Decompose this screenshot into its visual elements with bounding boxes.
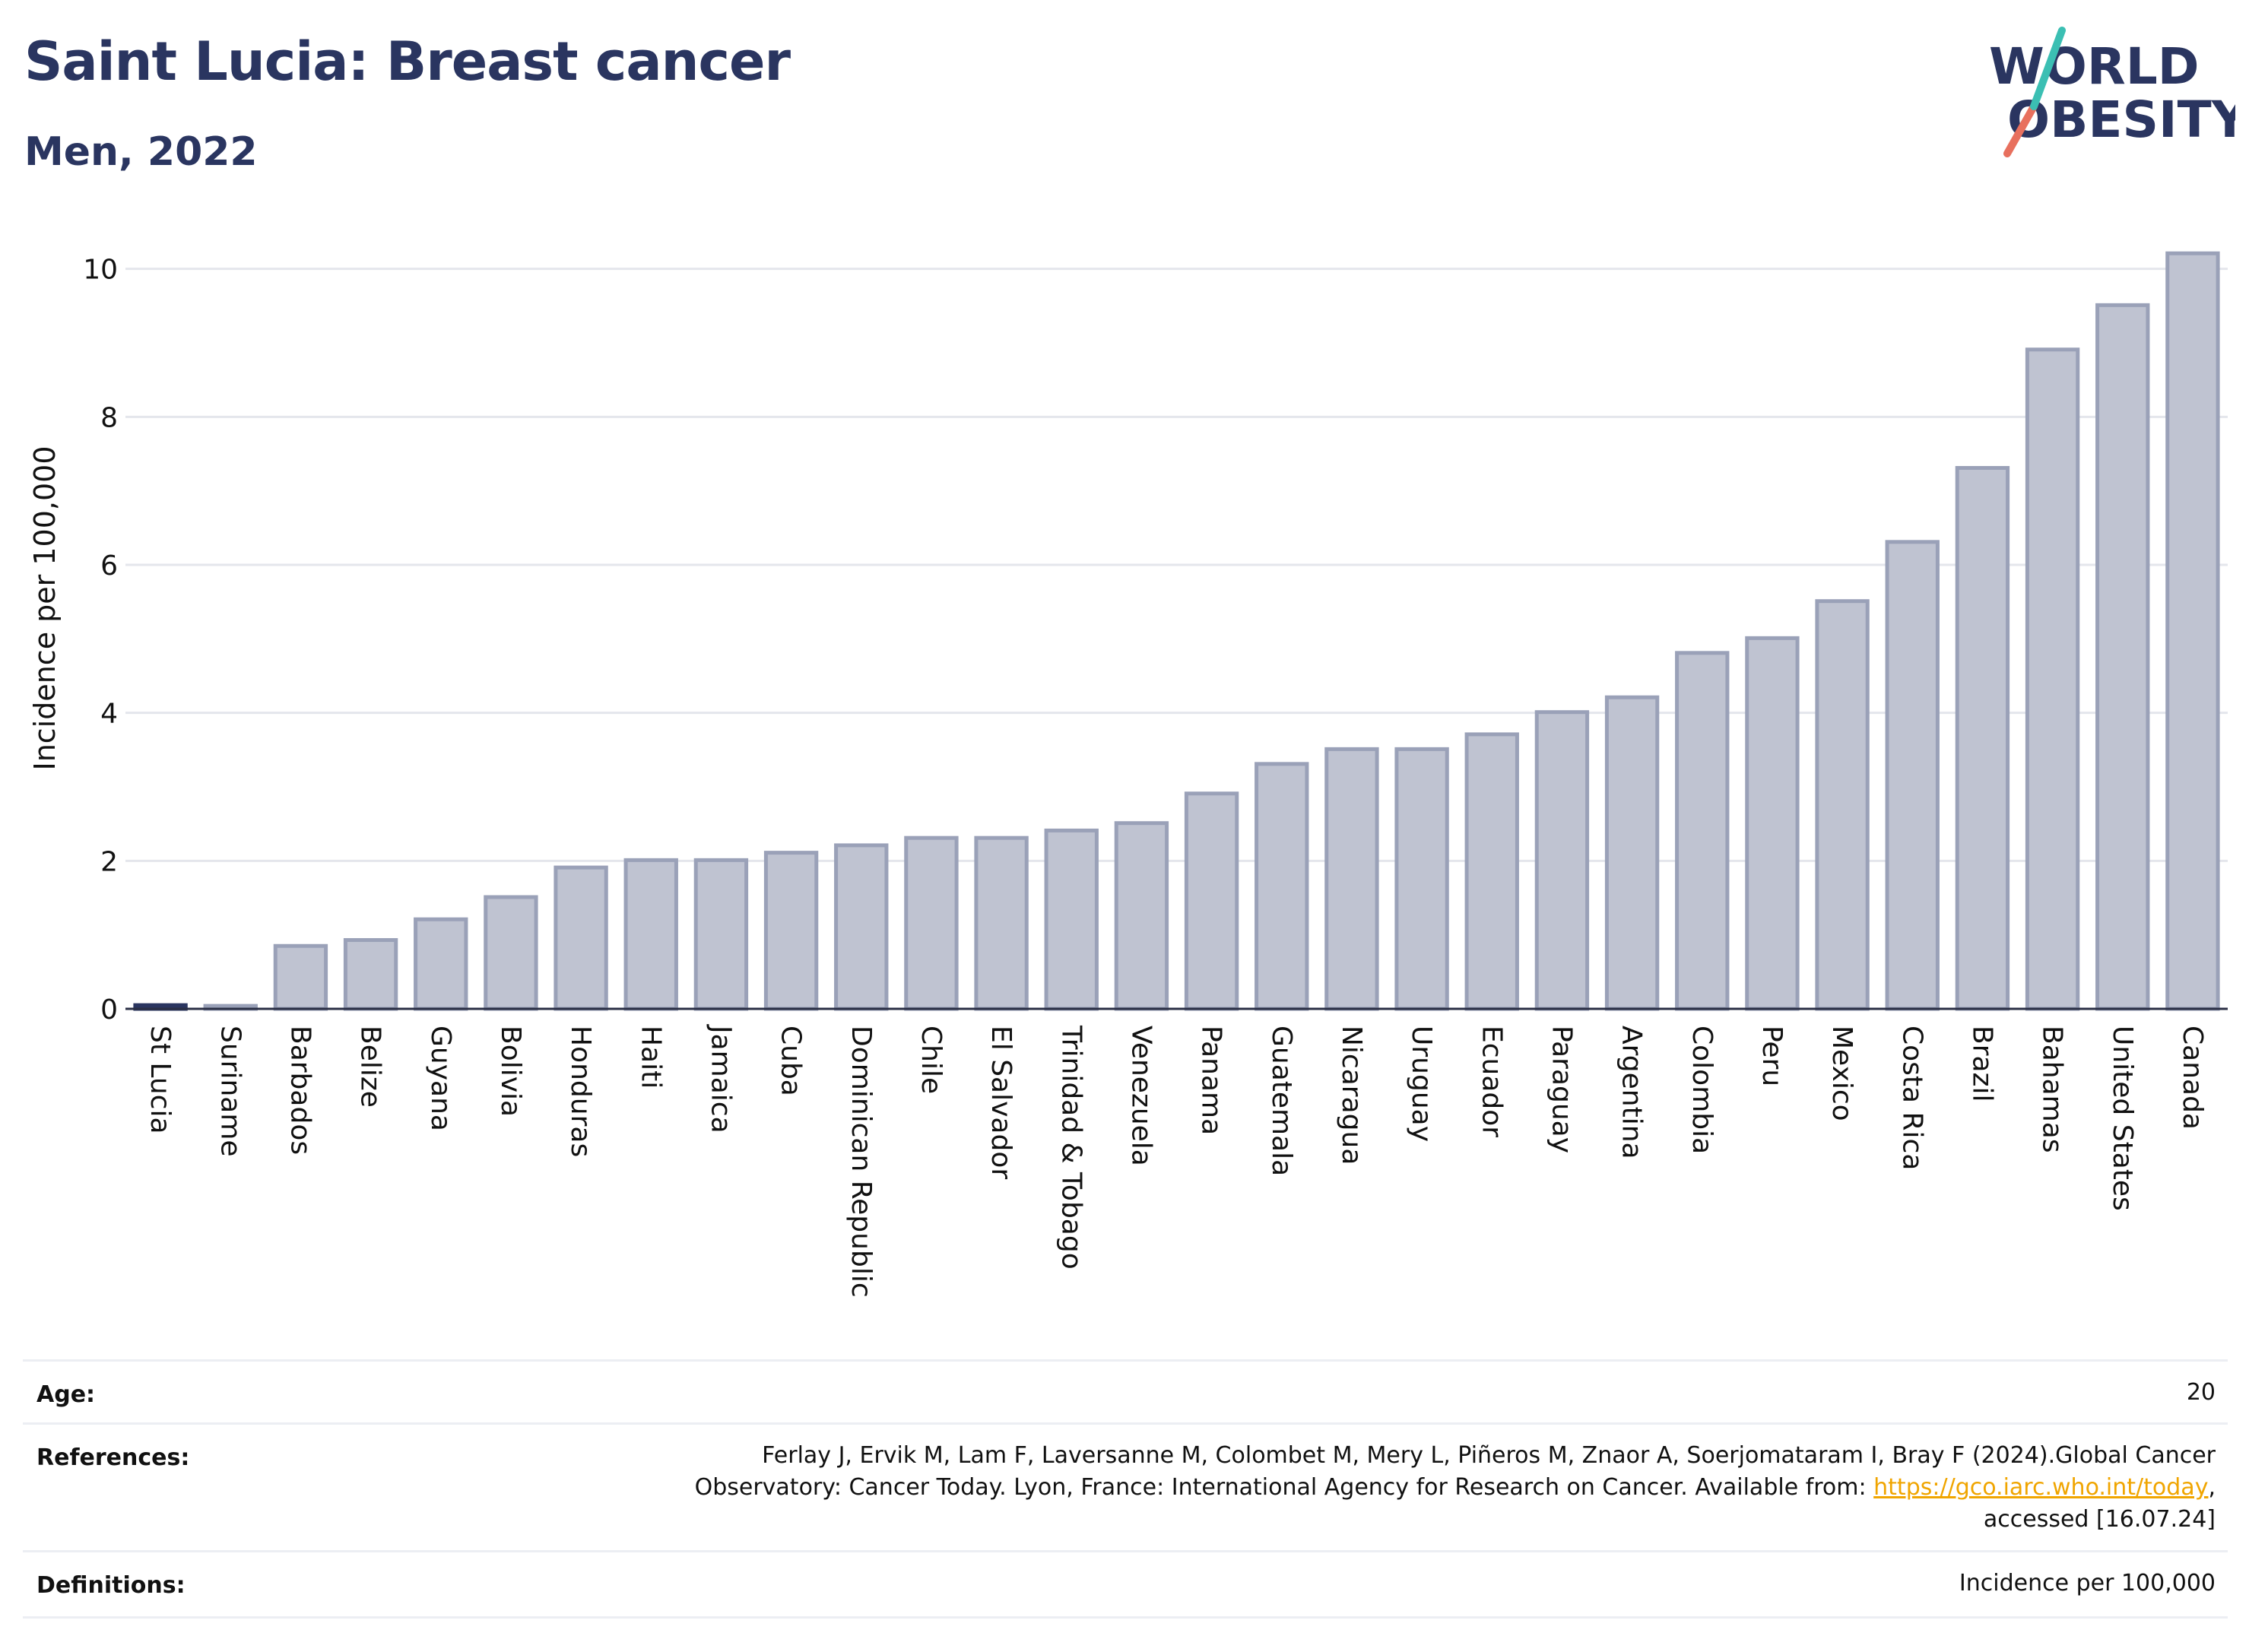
x-tick-label: St Lucia	[144, 1026, 176, 1134]
x-tick-label: Haiti	[635, 1026, 666, 1089]
x-tick-label: Dominican Republic	[845, 1026, 877, 1298]
x-tick-label: Honduras	[565, 1026, 596, 1157]
logo-text-obesity: OBESITY	[2007, 90, 2235, 149]
bar-honduras	[554, 865, 608, 1011]
x-tick-label: Nicaragua	[1336, 1026, 1367, 1165]
x-tick-label: Costa Rica	[1896, 1026, 1927, 1170]
chart-subtitle: Men, 2022	[24, 129, 258, 175]
bar-haiti	[623, 858, 678, 1011]
x-tick-label: Cuba	[776, 1026, 807, 1096]
references-line-2-text: Observatory: Cancer Today. Lyon, France:…	[694, 1474, 1874, 1501]
x-tick-label: Barbados	[284, 1026, 316, 1155]
chart-title: Saint Lucia: Breast cancer	[24, 30, 791, 93]
x-tick-label: Jamaica	[705, 1024, 736, 1134]
y-tick-label: 0	[100, 994, 118, 1026]
meta-row-definitions: Definitions: Incidence per 100,000	[23, 1550, 2228, 1619]
bar-venezuela	[1114, 821, 1169, 1011]
x-tick-label: Argentina	[1616, 1026, 1648, 1159]
bar-paraguay	[1534, 710, 1590, 1011]
x-tick-label: Panama	[1196, 1026, 1227, 1135]
logo-slash-red	[2003, 103, 2038, 157]
meta-row-references: References: Ferlay J, Ervik M, Lam F, La…	[23, 1422, 2228, 1552]
bar-uruguay	[1394, 747, 1449, 1011]
bar-guatemala	[1255, 762, 1309, 1011]
references-line-1: Ferlay J, Ervik M, Lam F, Laversanne M, …	[762, 1442, 2216, 1469]
references-line-2-comma: ,	[2208, 1474, 2216, 1501]
logo-text-world: WORLD	[1989, 37, 2200, 96]
meta-row-age: Age: 20	[23, 1359, 2228, 1425]
y-tick-label: 4	[100, 699, 118, 730]
bar-trinidad-tobago	[1044, 828, 1099, 1011]
bars	[125, 251, 2228, 1011]
y-axis-label: Incidence per 100,000	[28, 446, 62, 770]
bar-ecuador	[1464, 732, 1519, 1011]
references-label: References:	[36, 1444, 190, 1471]
x-tick-label: Bolivia	[495, 1026, 526, 1117]
bar-dominican-republic	[834, 843, 889, 1011]
x-tick-label: Belize	[355, 1026, 386, 1108]
x-tick-label: Chile	[915, 1026, 947, 1094]
x-tick-label: United States	[2107, 1026, 2138, 1211]
bar-costa-rica	[1885, 540, 1940, 1011]
x-tick-label: Guatemala	[1266, 1026, 1297, 1176]
x-tick-label: Uruguay	[1406, 1026, 1437, 1142]
x-tick-label: Brazil	[1966, 1026, 1997, 1102]
references-line-3: accessed [16.07.24]	[1983, 1506, 2216, 1533]
x-tick-label: Guyana	[425, 1026, 456, 1131]
bar-argentina	[1604, 695, 1660, 1011]
x-tick-label: Paraguay	[1546, 1026, 1577, 1153]
x-tick-label: Colombia	[1686, 1026, 1718, 1154]
bar-el-salvador	[974, 836, 1029, 1011]
bar-peru	[1745, 636, 1800, 1011]
references-value: Ferlay J, Ervik M, Lam F, Laversanne M, …	[695, 1440, 2216, 1536]
bar-nicaragua	[1324, 747, 1379, 1011]
bar-colombia	[1675, 651, 1730, 1011]
x-tick-label: Bahamas	[2037, 1026, 2068, 1153]
bar-united-states	[2095, 303, 2150, 1011]
x-tick-label: Canada	[2177, 1026, 2208, 1130]
bar-brazil	[1955, 465, 2010, 1011]
bar-guyana	[414, 917, 468, 1011]
x-tick-label: Peru	[1756, 1026, 1787, 1086]
world-obesity-logo: WORLD OBESITY	[1989, 27, 2235, 157]
y-tick-labels: 0 2 4 6 8 10	[83, 255, 118, 1026]
y-tick-label: 6	[100, 550, 118, 582]
references-link[interactable]: https://gco.iarc.who.int/today	[1873, 1474, 2209, 1501]
y-tick-label: 2	[100, 846, 118, 877]
x-tick-label: Venezuela	[1125, 1026, 1156, 1166]
bar-chart: 0 2 4 6 8 10 St Lucia Suriname Barbados Belize Gu…	[28, 251, 2228, 1298]
bar-canada	[2165, 251, 2220, 1011]
definitions-label: Definitions:	[36, 1572, 186, 1599]
bar-bolivia	[484, 895, 538, 1011]
x-tick-label: Mexico	[1826, 1026, 1857, 1121]
x-tick-label: Ecuador	[1476, 1026, 1507, 1137]
bar-mexico	[1815, 599, 1870, 1011]
bar-belize	[343, 937, 398, 1011]
y-tick-label: 8	[100, 402, 118, 433]
bar-cuba	[763, 851, 819, 1011]
bar-barbados	[273, 943, 328, 1011]
bar-jamaica	[693, 858, 749, 1011]
y-tick-label: 10	[83, 255, 118, 286]
x-tick-label: El Salvador	[985, 1026, 1017, 1179]
bar-panama	[1184, 791, 1239, 1011]
age-label: Age:	[36, 1381, 96, 1408]
logo-slash-teal	[2030, 27, 2066, 110]
bar-bahamas	[2025, 347, 2080, 1011]
grid-lines	[125, 268, 2228, 862]
x-tick-label: Trinidad & Tobago	[1055, 1025, 1086, 1270]
age-value: 20	[2186, 1379, 2216, 1406]
references-line-2: Observatory: Cancer Today. Lyon, France:…	[695, 1472, 2216, 1504]
bar-chile	[904, 836, 959, 1011]
x-tick-labels: St Lucia Suriname Barbados Belize Guyana Boli…	[144, 1024, 2208, 1298]
x-tick-label: Suriname	[214, 1026, 246, 1157]
definitions-value: Incidence per 100,000	[1959, 1570, 2216, 1597]
